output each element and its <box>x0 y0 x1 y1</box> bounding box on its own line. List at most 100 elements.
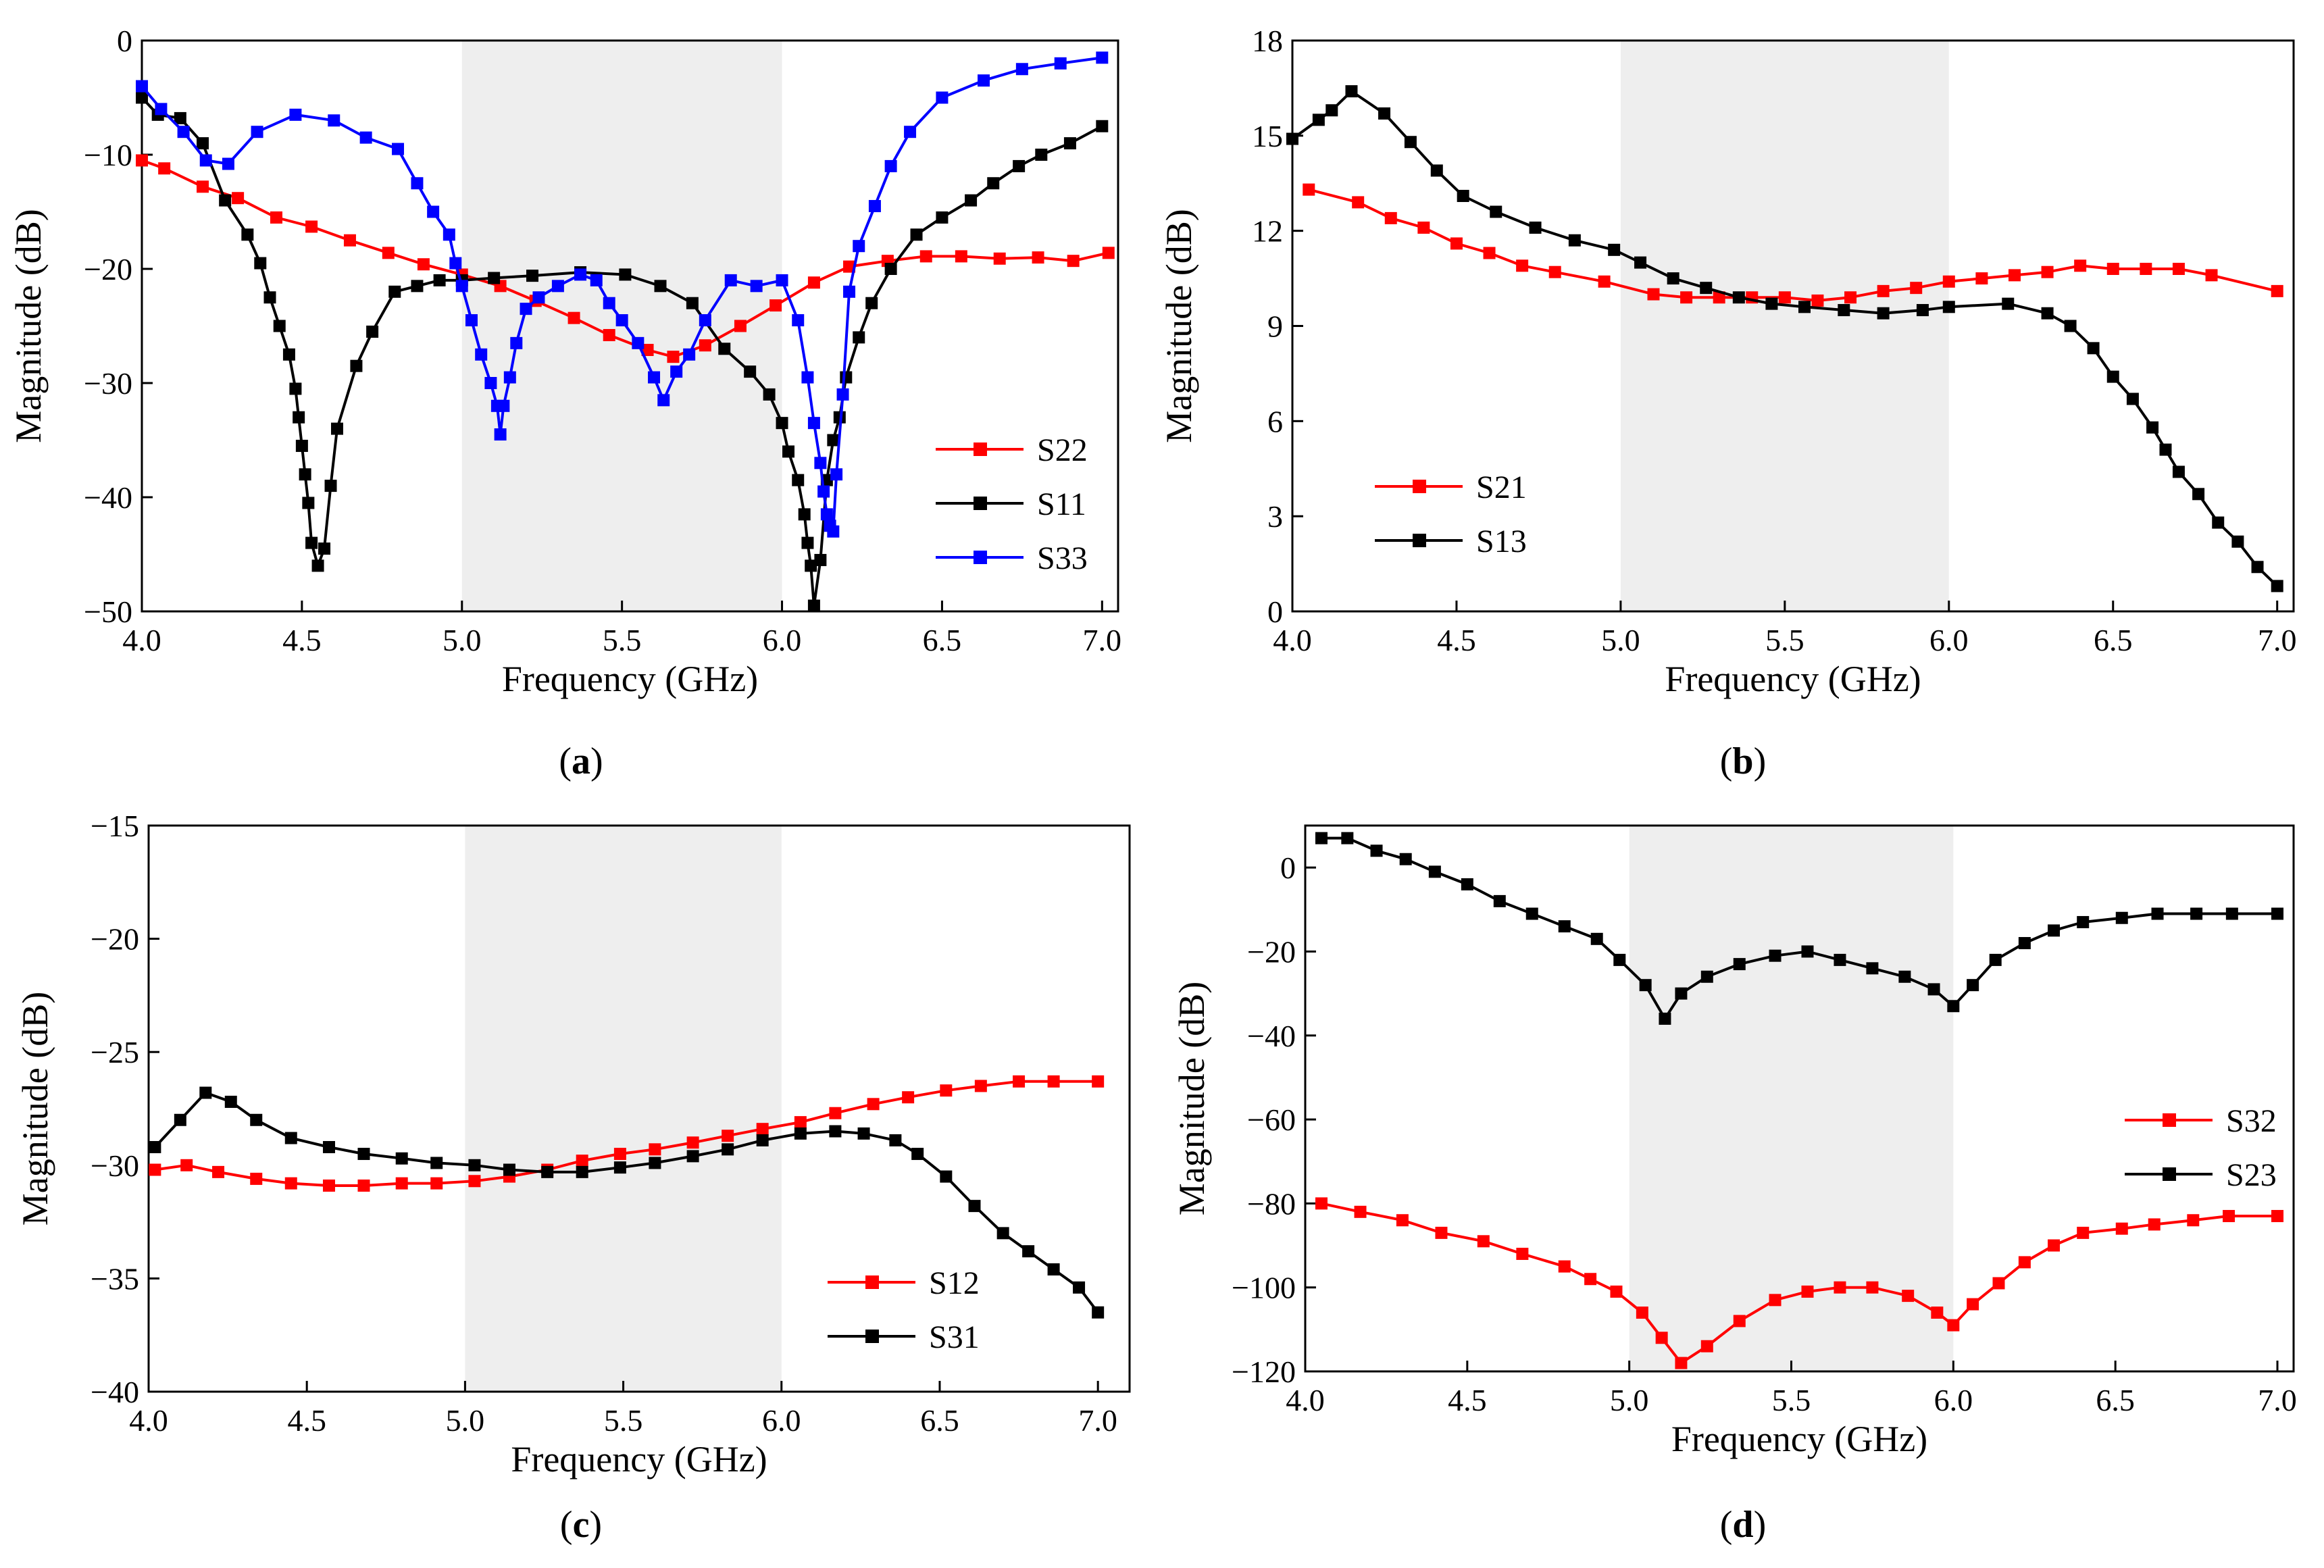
legend-marker-S22 <box>974 442 987 456</box>
series-S21 <box>1303 183 2283 307</box>
y-tick-label: 3 <box>1267 499 1283 534</box>
data-point-S23 <box>1834 953 1846 966</box>
data-point-S32 <box>2077 1226 2090 1239</box>
data-point-S33 <box>443 228 455 241</box>
y-tick-label: −10 <box>84 138 132 172</box>
plot-frame <box>1304 824 2295 1373</box>
plot-frame <box>141 39 1119 613</box>
data-point-S33 <box>532 291 545 304</box>
data-point-S22 <box>699 339 711 352</box>
data-point-S11 <box>174 111 186 124</box>
data-point-S32 <box>1733 1315 1746 1327</box>
series-S23 <box>1315 832 2284 1025</box>
data-point-S33 <box>884 159 897 172</box>
data-point-S33 <box>427 205 440 218</box>
legend-marker-S11 <box>974 497 987 510</box>
data-point-S33 <box>801 371 814 384</box>
panel-caption: (b) <box>1720 740 1766 782</box>
x-tick-label: 5.5 <box>1765 623 1804 657</box>
data-point-S11 <box>805 559 817 572</box>
data-point-S22 <box>993 252 1006 265</box>
data-point-S12 <box>180 1159 193 1171</box>
data-point-S11 <box>798 508 811 521</box>
data-point-S33 <box>1015 63 1028 76</box>
x-tick-label: 5.0 <box>1610 1383 1649 1417</box>
caption-paren-close: ) <box>589 1504 602 1546</box>
data-point-S21 <box>1942 275 1955 288</box>
data-point-S13 <box>1916 304 1929 317</box>
data-point-S33 <box>792 314 805 327</box>
data-point-S21 <box>1303 183 1315 196</box>
series-S31 <box>149 1086 1105 1319</box>
data-point-S13 <box>1634 256 1647 269</box>
x-tick-label: 6.5 <box>923 623 962 657</box>
data-point-S33 <box>868 200 881 213</box>
data-point-S13 <box>2192 488 2205 501</box>
data-point-S31 <box>149 1140 161 1153</box>
data-point-S11 <box>282 348 295 361</box>
chart-panel-b: 4.0 4.5 5.0 5.5 6.0 6.5 7.0 0 3 6 9 12 15 18 Frequency… <box>1159 24 2296 782</box>
data-point-S33 <box>497 399 510 412</box>
x-axis-title: Frequency (GHz) <box>1671 1419 1927 1459</box>
data-point-S31 <box>199 1086 212 1099</box>
data-point-S22 <box>603 329 615 342</box>
data-point-S11 <box>1063 137 1076 150</box>
data-point-S12 <box>940 1084 953 1097</box>
data-point-S32 <box>1584 1273 1597 1286</box>
data-point-S33 <box>177 126 190 138</box>
data-point-S12 <box>829 1107 842 1119</box>
data-point-S33 <box>359 131 372 144</box>
data-point-S21 <box>1647 288 1660 301</box>
legend-label-S33: S33 <box>1037 540 1088 576</box>
data-point-S12 <box>756 1123 769 1136</box>
x-tick-label: 4.5 <box>287 1403 326 1438</box>
data-point-S23 <box>2115 911 2128 924</box>
data-point-S13 <box>2146 421 2159 434</box>
data-point-S33 <box>289 108 302 121</box>
data-point-S13 <box>2231 535 2244 548</box>
data-point-S33 <box>449 257 462 270</box>
panel-caption: (d) <box>1720 1504 1766 1546</box>
data-point-S12 <box>867 1098 880 1111</box>
data-point-S11 <box>1013 159 1026 172</box>
data-point-S23 <box>1558 920 1571 933</box>
data-point-S22 <box>667 351 680 363</box>
chart-panel-d: 4.0 4.5 5.0 5.5 6.0 6.5 7.0 0 −20 −40 −60 −80 −100 −1… <box>1171 824 2297 1546</box>
data-point-S21 <box>1713 291 1725 304</box>
data-point-S23 <box>1947 1000 1960 1013</box>
caption-letter: a <box>572 740 590 782</box>
data-point-S31 <box>649 1157 661 1169</box>
data-point-S13 <box>2172 465 2185 478</box>
data-point-S11 <box>814 553 827 566</box>
data-point-S11 <box>910 228 923 241</box>
y-axis-title: Magnitude (dB) <box>1159 209 1199 442</box>
series-line-S22 <box>141 159 1109 359</box>
data-point-S23 <box>2190 907 2203 920</box>
data-point-S33 <box>475 348 488 361</box>
data-point-S12 <box>722 1130 734 1142</box>
data-point-S13 <box>1568 234 1581 247</box>
data-point-S11 <box>293 411 305 424</box>
data-point-S11 <box>254 257 267 270</box>
series-S11 <box>136 91 1109 612</box>
data-point-S22 <box>232 192 245 205</box>
data-point-S32 <box>2115 1222 2128 1235</box>
data-point-S33 <box>853 240 865 253</box>
data-point-S33 <box>574 268 587 281</box>
data-point-S11 <box>273 320 286 332</box>
data-point-S11 <box>807 599 820 612</box>
caption-paren-open: ( <box>560 1504 573 1546</box>
data-point-S33 <box>683 348 696 361</box>
series-S33 <box>136 51 1109 538</box>
data-point-S22 <box>382 247 395 259</box>
data-point-S23 <box>1639 979 1652 992</box>
data-point-S33 <box>817 485 830 498</box>
series-S13 <box>1286 85 2283 592</box>
panel-caption: (a) <box>559 740 603 782</box>
y-tick-label: −40 <box>84 480 132 515</box>
y-tick-label: 18 <box>1252 24 1283 58</box>
legend: S22 S11 S33 <box>936 432 1088 576</box>
data-point-S12 <box>430 1177 443 1190</box>
data-point-S33 <box>494 428 507 441</box>
data-point-S33 <box>699 314 711 327</box>
